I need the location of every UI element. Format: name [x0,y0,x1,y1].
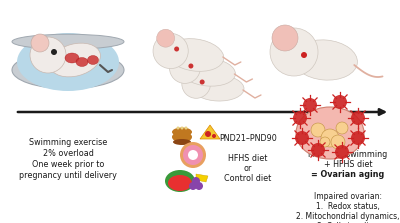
Circle shape [293,111,307,125]
Circle shape [270,28,318,76]
Text: 1.  Redox status,: 1. Redox status, [316,202,380,211]
Circle shape [184,126,188,130]
Text: PND21–PND90: PND21–PND90 [219,134,277,143]
Circle shape [311,123,325,137]
Text: Maternal swimming: Maternal swimming [308,150,388,159]
Ellipse shape [292,40,358,80]
Circle shape [311,143,325,157]
Circle shape [192,177,200,185]
Text: Impaired ovarian:: Impaired ovarian: [314,192,382,201]
Ellipse shape [12,51,124,89]
Circle shape [195,182,203,190]
Ellipse shape [50,43,100,77]
Circle shape [321,129,339,147]
Circle shape [212,134,216,138]
Circle shape [205,131,211,137]
Circle shape [320,137,330,147]
Circle shape [295,131,309,145]
Text: 2% overload: 2% overload [42,149,94,158]
Circle shape [174,47,179,52]
Text: Swimming exercise: Swimming exercise [29,138,107,147]
Circle shape [188,150,198,160]
Ellipse shape [180,58,236,86]
Circle shape [180,126,184,130]
Circle shape [331,135,345,149]
Text: + HFHS diet: + HFHS diet [324,160,372,169]
Ellipse shape [88,56,98,64]
Circle shape [333,95,347,109]
Text: = Ovarian aging: = Ovarian aging [311,170,385,179]
Circle shape [180,142,206,168]
Text: pregnancy until delivery: pregnancy until delivery [19,171,117,180]
Ellipse shape [65,53,79,63]
Circle shape [172,49,188,65]
Circle shape [157,29,174,47]
Circle shape [184,66,198,81]
Polygon shape [200,125,220,139]
Circle shape [170,53,200,83]
Ellipse shape [166,39,224,71]
Ellipse shape [173,139,191,145]
Circle shape [51,49,57,55]
Polygon shape [196,174,208,182]
Circle shape [351,111,365,125]
Circle shape [176,126,180,130]
Text: 3. Cell signaling: 3. Cell signaling [317,222,379,223]
Circle shape [335,145,349,159]
Ellipse shape [172,132,192,142]
Ellipse shape [168,175,192,191]
Ellipse shape [165,170,195,192]
Circle shape [189,182,197,190]
Circle shape [303,98,317,112]
Ellipse shape [172,128,192,136]
Ellipse shape [76,58,88,66]
Text: or: or [244,164,252,173]
Circle shape [182,70,210,98]
Circle shape [31,34,49,52]
Text: Control diet: Control diet [224,174,272,183]
Ellipse shape [17,33,119,91]
Text: HFHS diet: HFHS diet [228,154,268,163]
Circle shape [188,64,194,68]
Circle shape [30,37,66,73]
Ellipse shape [12,34,124,49]
Circle shape [336,122,348,134]
Circle shape [272,25,298,51]
Circle shape [301,52,307,58]
Circle shape [153,33,188,69]
Text: 2. Mitochondrial dynamics,: 2. Mitochondrial dynamics, [296,212,400,221]
Text: One week prior to: One week prior to [32,160,104,169]
Circle shape [200,80,205,85]
Circle shape [183,145,203,165]
Ellipse shape [192,75,244,101]
Ellipse shape [296,107,364,159]
Circle shape [351,131,365,145]
